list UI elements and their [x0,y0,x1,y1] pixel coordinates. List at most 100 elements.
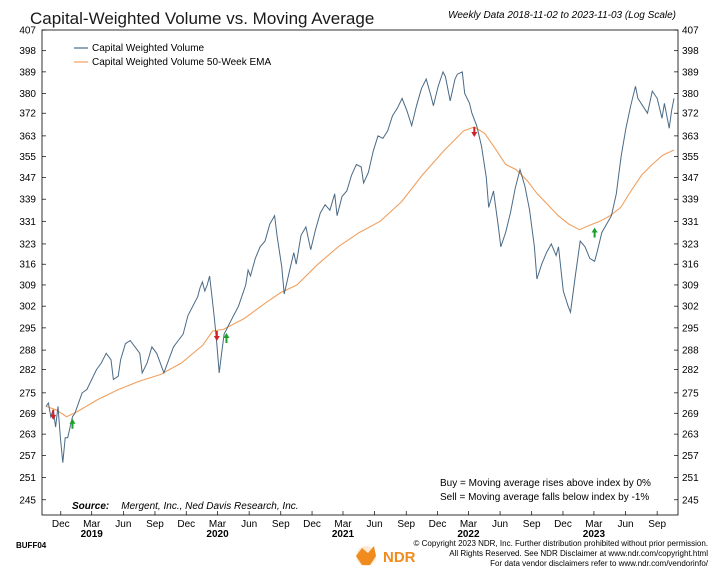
buy-signal-arrow [223,333,230,344]
y-tick-label-right: 339 [682,195,699,206]
y-tick-label-right: 282 [682,365,699,376]
y-tick-label-right: 331 [682,217,699,228]
x-tick-label: Dec [177,519,195,530]
legend: Capital Weighted Volume Capital Weighted… [74,43,271,68]
y-tick-label: 302 [19,302,36,313]
x-tick-label: Jun [241,519,257,530]
x-tick-label: Dec [303,519,321,530]
bull-logo-icon [356,546,376,566]
sell-note: Sell = Moving average falls below index … [440,492,649,503]
y-tick-label-right: 302 [682,302,699,313]
y-tick-label-right: 380 [682,89,699,100]
legend-label-ema: Capital Weighted Volume 50-Week EMA [92,57,271,68]
ndr-logo: NDR [356,546,416,566]
y-tick-label: 398 [19,46,36,57]
x-tick-label: Dec [429,519,447,530]
y-tick-label-right: 309 [682,280,699,291]
signal-arrows [50,127,598,429]
y-tick-label-right: 355 [682,152,699,163]
y-tick-label: 295 [19,323,36,334]
y-tick-label: 372 [19,109,36,120]
y-tick-label: 309 [19,280,36,291]
y-tick-label-right: 263 [682,430,699,441]
source-text: Mergent, Inc., Ned Davis Research, Inc. [121,501,298,512]
x-year-label: 2019 [81,529,104,540]
legend-label-volume: Capital Weighted Volume [92,43,205,54]
y-tick-label: 245 [19,495,36,506]
copyright-line-2: All Rights Reserved. See NDR Disclaimer … [449,549,708,558]
y-tick-label-right: 407 [682,26,699,37]
sell-signal-arrow [471,127,478,138]
chart-subtitle: Weekly Data 2018-11-02 to 2023-11-03 (Lo… [448,10,676,21]
left-y-axis: 245 251 257 263 269 275 282 288 295 302 309 316 323 3… [19,26,46,506]
sell-signal-arrow [50,409,57,420]
x-year-label: 2021 [332,529,355,540]
y-tick-label-right: 389 [682,67,699,78]
x-tick-label: Jun [492,519,508,530]
y-tick-label: 339 [19,195,36,206]
x-tick-label: Jun [115,519,131,530]
x-tick-label: Mar [83,519,101,530]
x-tick-label: Sep [523,519,541,530]
y-tick-label: 251 [19,473,36,484]
source-line: Source: Mergent, Inc., Ned Davis Research… [72,501,299,512]
x-tick-label: Sep [272,519,290,530]
y-tick-label-right: 269 [682,409,699,420]
y-tick-label-right: 347 [682,173,699,184]
y-tick-label: 389 [19,67,36,78]
y-tick-label: 355 [19,152,36,163]
y-tick-label-right: 398 [682,46,699,57]
right-y-axis: 245 251 257 263 269 275 282 288 295 302 309 316 323 3… [674,26,699,506]
copyright-line-3: For data vendor disclaimers refer to www… [490,559,709,568]
buy-signal-arrow [591,227,598,238]
x-year-label: 2020 [206,529,229,540]
y-tick-label-right: 275 [682,388,699,399]
x-year-label: 2023 [583,529,606,540]
y-tick-label-right: 372 [682,109,699,120]
y-tick-label: 363 [19,131,36,142]
x-tick-label: Sep [146,519,164,530]
source-label: Source: [72,501,109,512]
y-tick-label-right: 316 [682,260,699,271]
x-tick-label: Dec [554,519,572,530]
y-tick-label: 316 [19,260,36,271]
x-tick-label: Mar [585,519,603,530]
y-tick-label-right: 323 [682,239,699,250]
y-tick-label-right: 257 [682,451,699,462]
y-tick-label: 275 [19,388,36,399]
y-tick-label-right: 288 [682,346,699,357]
x-tick-label: Jun [367,519,383,530]
x-tick-label: Mar [460,519,478,530]
y-tick-label: 347 [19,173,36,184]
y-tick-label: 407 [19,26,36,37]
buy-note: Buy = Moving average rises above index b… [440,478,651,489]
y-tick-label: 282 [19,365,36,376]
y-tick-label: 269 [19,409,36,420]
x-tick-label: Mar [209,519,227,530]
copyright-line-1: © Copyright 2023 NDR, Inc. Further distr… [414,539,708,548]
x-year-label: 2022 [457,529,480,540]
x-tick-label: Jun [617,519,633,530]
y-tick-label: 263 [19,430,36,441]
y-tick-label-right: 251 [682,473,699,484]
y-tick-label-right: 245 [682,495,699,506]
plot-frame [41,29,679,516]
y-tick-label: 323 [19,239,36,250]
chart-title: Capital-Weighted Volume vs. Moving Avera… [30,9,374,28]
y-tick-label: 331 [19,217,36,228]
chart-code: BUFF04 [16,541,47,550]
y-tick-label: 288 [19,346,36,357]
volume-series-line [45,70,675,463]
buy-signal-arrow [69,418,76,429]
sell-signal-arrow [213,331,220,342]
x-axis: Dec Mar Jun Sep Dec Mar Jun Sep Dec Mar Jun Sep Dec M… [52,511,666,540]
y-tick-label: 380 [19,89,36,100]
y-tick-label-right: 363 [682,131,699,142]
logo-text: NDR [383,549,416,566]
y-tick-label: 257 [19,451,36,462]
y-tick-label-right: 295 [682,323,699,334]
x-tick-label: Dec [52,519,70,530]
x-tick-label: Mar [334,519,352,530]
x-tick-label: Sep [648,519,666,530]
